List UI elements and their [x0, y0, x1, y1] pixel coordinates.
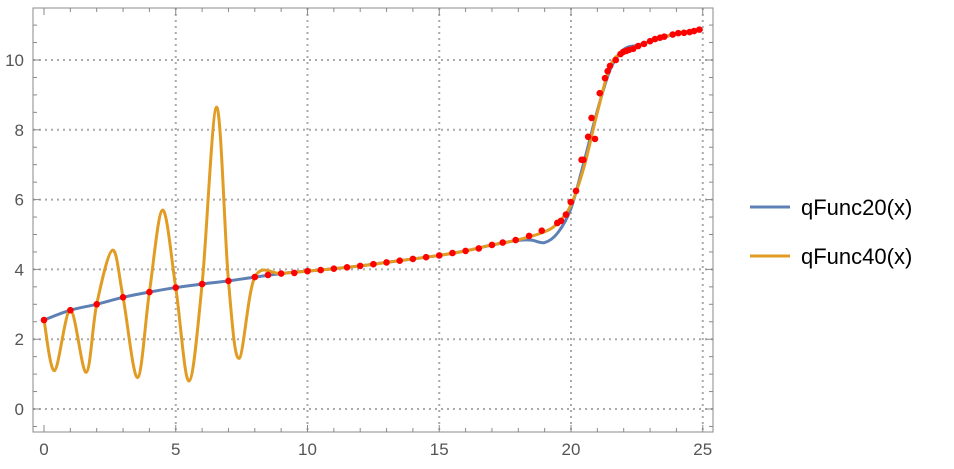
tick-labels: 0 5 10 15 20 25 0 2 4 6 8 10: [5, 51, 712, 459]
data-point: [562, 211, 570, 218]
data-point: [277, 270, 285, 277]
data-markers: [40, 26, 703, 324]
data-point: [251, 273, 259, 281]
data-point: [304, 267, 311, 275]
plot-frame: [32, 7, 714, 433]
data-point: [651, 35, 659, 43]
data-point: [612, 56, 620, 64]
data-point: [356, 262, 364, 270]
y-tick-label: 4: [15, 260, 24, 279]
y-tick-label: 8: [15, 121, 24, 140]
series-line-qfunc40: [42, 27, 703, 383]
data-point: [584, 133, 592, 141]
data-point: [370, 260, 377, 268]
data-point: [67, 306, 74, 314]
data-point: [604, 67, 611, 75]
data-point: [146, 288, 153, 296]
data-point: [567, 198, 575, 206]
grid: [33, 8, 713, 432]
data-point: [396, 257, 404, 264]
data-point: [525, 232, 533, 240]
data-point: [330, 265, 338, 273]
x-tick-label: 15: [430, 440, 449, 459]
y-tick-label: 6: [15, 191, 24, 210]
data-point: [198, 280, 206, 288]
y-tick-label: 2: [15, 330, 24, 349]
data-point: [435, 252, 443, 259]
data-point: [634, 42, 642, 50]
data-point: [499, 239, 507, 246]
data-point: [696, 26, 703, 33]
data-point: [225, 277, 232, 285]
legend: qFunc20(x) qFunc40(x): [750, 195, 912, 269]
data-point: [475, 245, 483, 252]
x-tick-label: 10: [298, 440, 317, 459]
data-point: [572, 187, 580, 195]
data-point: [119, 294, 127, 301]
data-point: [588, 114, 595, 122]
series-lines: [42, 27, 704, 383]
data-point: [580, 156, 587, 164]
data-point: [488, 241, 496, 249]
data-point: [640, 40, 648, 48]
axes-frame: [32, 7, 714, 433]
data-point: [596, 89, 604, 97]
data-point: [674, 29, 682, 37]
data-point: [383, 259, 390, 266]
x-tick-label: 25: [693, 440, 712, 459]
data-point: [538, 227, 546, 234]
legend-label-qfunc40: qFunc40(x): [801, 244, 912, 269]
x-tick-label: 5: [171, 440, 180, 459]
x-tick-label: 0: [39, 440, 48, 459]
data-point: [172, 284, 180, 291]
data-point: [629, 45, 637, 53]
data-point: [646, 37, 654, 45]
data-point: [40, 316, 48, 324]
data-point: [690, 27, 698, 35]
data-point: [669, 31, 677, 38]
data-point: [264, 271, 272, 279]
data-point: [291, 269, 298, 277]
data-point: [409, 255, 417, 263]
data-point: [343, 264, 351, 271]
data-point: [317, 266, 324, 274]
data-point: [660, 33, 668, 40]
data-point: [606, 62, 614, 70]
data-point: [557, 217, 565, 225]
data-point: [680, 29, 688, 37]
data-point: [422, 253, 430, 261]
data-point: [591, 135, 599, 143]
y-tick-label: 0: [15, 400, 24, 419]
series-line-qfunc20: [43, 27, 704, 322]
data-point: [601, 74, 609, 82]
data-point: [93, 301, 100, 308]
x-tick-label: 20: [562, 440, 581, 459]
legend-label-qfunc20: qFunc20(x): [801, 195, 912, 220]
data-point: [512, 236, 519, 244]
y-tick-label: 10: [5, 51, 24, 70]
data-point: [449, 249, 456, 257]
data-point: [462, 247, 469, 255]
